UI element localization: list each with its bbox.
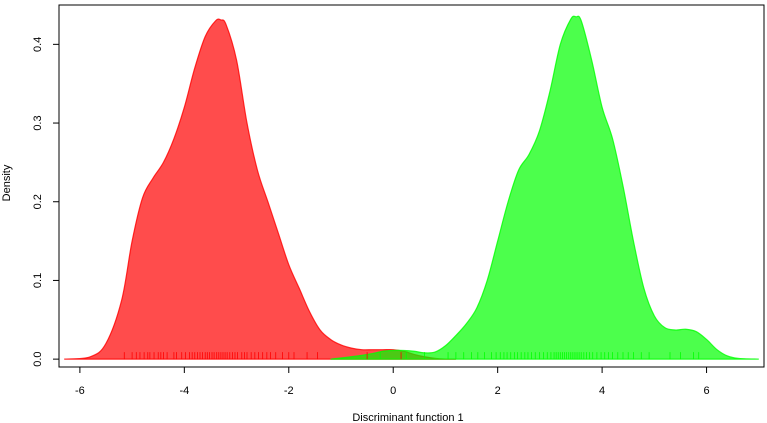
y-axis-label: Density xyxy=(1,164,13,201)
x-axis: -6 -4 -2 0 2 4 6 xyxy=(75,366,710,397)
y-tick-label: 0.1 xyxy=(32,273,44,288)
y-axis: 0.0 0.1 0.2 0.3 0.4 xyxy=(32,37,60,367)
x-tick-label: 6 xyxy=(703,385,709,397)
y-tick-label: 0.2 xyxy=(32,194,44,209)
x-tick-label: -2 xyxy=(284,385,294,397)
density-area-1 xyxy=(64,18,456,360)
rug-marks xyxy=(123,352,700,360)
x-tick-label: -4 xyxy=(179,385,189,397)
x-tick-label: -6 xyxy=(75,385,85,397)
y-tick-label: 0.3 xyxy=(32,115,44,130)
density-area-2 xyxy=(330,15,759,360)
x-tick-label: 0 xyxy=(390,385,396,397)
y-tick-label: 0.4 xyxy=(32,37,44,52)
y-tick-label: 0.0 xyxy=(32,351,44,366)
x-tick-label: 2 xyxy=(495,385,501,397)
density-series xyxy=(64,15,759,360)
x-tick-label: 4 xyxy=(599,385,605,397)
x-axis-label: Discriminant function 1 xyxy=(352,412,463,423)
